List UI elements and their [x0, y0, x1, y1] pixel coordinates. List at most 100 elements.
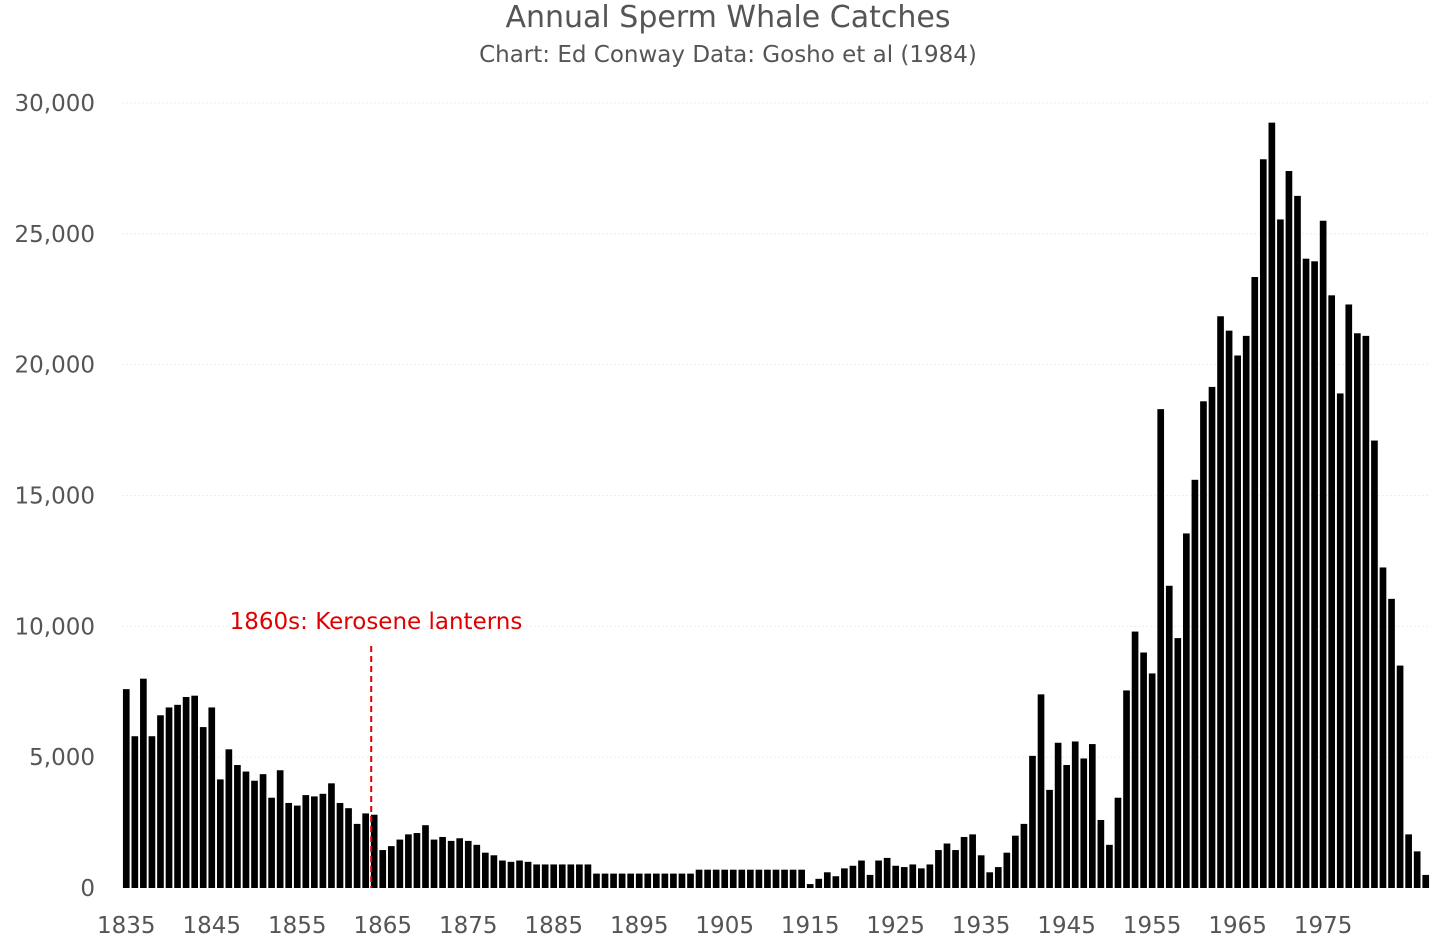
bar-1928	[918, 868, 925, 889]
y-axis: 0 5,000 10,000 15,000 20,000 25,000 30,000	[15, 91, 95, 902]
bar-1899	[670, 873, 677, 888]
x-tick-label: 1945	[1037, 913, 1096, 939]
bar-1901	[687, 873, 694, 888]
y-tick-label: 20,000	[15, 353, 95, 379]
bar-1849	[242, 771, 250, 888]
bar-1979	[1354, 333, 1361, 888]
bar-1973	[1302, 258, 1310, 888]
bar-1883	[533, 864, 540, 888]
bar-1865	[379, 850, 387, 888]
bar-1906	[729, 869, 737, 888]
bar-1943	[1046, 789, 1053, 889]
bar-1945	[1063, 765, 1070, 888]
bar-1975	[1319, 220, 1327, 888]
bar-1978	[1345, 304, 1353, 889]
bar-1967	[1251, 277, 1259, 888]
bar-1882	[524, 861, 532, 888]
bar-1933	[960, 836, 968, 888]
annotations: 1860s: Kerosene lanterns	[230, 609, 522, 888]
bar-1840	[165, 707, 173, 888]
bar-1888	[576, 864, 583, 888]
bar-1969	[1268, 122, 1276, 889]
bar-1860	[336, 802, 344, 888]
bar-1900	[678, 873, 686, 888]
bar-1930	[935, 850, 942, 888]
bar-1916	[815, 878, 823, 888]
bar-1910	[764, 869, 771, 888]
bar-1847	[225, 749, 233, 888]
bar-1884	[541, 864, 549, 888]
bar-1937	[994, 867, 1002, 888]
bar-1949	[1097, 819, 1105, 888]
bar-1986	[1413, 851, 1421, 888]
bar-1935	[977, 855, 985, 888]
bar-1984	[1396, 665, 1404, 888]
bars	[122, 122, 1430, 889]
bar-1950	[1106, 844, 1113, 888]
bar-1897	[652, 873, 660, 888]
bar-1922	[866, 874, 874, 888]
bar-1902	[695, 869, 703, 888]
bar-1983	[1388, 598, 1395, 888]
bar-1838	[148, 736, 156, 888]
bar-1951	[1114, 797, 1122, 888]
bar-1903	[704, 869, 711, 888]
x-tick-label: 1925	[866, 913, 925, 939]
bar-1845	[208, 707, 216, 888]
bar-1925	[892, 865, 900, 888]
bar-1905	[721, 869, 729, 888]
bar-1863	[362, 813, 369, 888]
bar-1947	[1080, 758, 1088, 888]
bar-1927	[909, 864, 917, 888]
x-tick-label: 1975	[1294, 913, 1353, 939]
bar-1915	[806, 884, 814, 888]
x-tick-label: 1905	[695, 913, 754, 939]
bar-1939	[1012, 835, 1019, 888]
bar-1877	[482, 852, 489, 888]
bar-1913	[789, 869, 797, 888]
bar-1964	[1225, 330, 1233, 888]
bar-1869	[413, 833, 421, 888]
bar-1976	[1328, 295, 1336, 889]
bar-1852	[268, 797, 275, 888]
bar-1942	[1037, 694, 1045, 888]
bar-1980	[1362, 335, 1370, 888]
y-tick-label: 15,000	[15, 484, 95, 510]
chart-subtitle: Chart: Ed Conway Data: Gosho et al (1984…	[479, 42, 977, 68]
bar-1919	[841, 868, 848, 889]
bar-1861	[345, 808, 352, 888]
x-tick-label: 1855	[268, 913, 327, 939]
y-tick-label: 30,000	[15, 91, 95, 117]
y-tick-label: 10,000	[15, 614, 95, 640]
x-tick-label: 1885	[524, 913, 583, 939]
bar-1909	[755, 869, 763, 888]
bar-1868	[405, 834, 412, 888]
bar-1981	[1371, 440, 1378, 888]
x-axis: 1835 1845 1855 1865 1875 1885 1895 1905 1915 1925…	[97, 913, 1352, 939]
bar-1879	[499, 860, 506, 888]
bar-1835	[122, 689, 130, 888]
bar-1874	[456, 838, 464, 888]
x-tick-label: 1875	[439, 913, 498, 939]
x-tick-label: 1955	[1123, 913, 1182, 939]
bar-1911	[772, 869, 780, 888]
bar-1972	[1294, 195, 1301, 888]
bar-1857	[311, 796, 318, 888]
bar-1914	[798, 869, 805, 888]
x-tick-label: 1935	[952, 913, 1011, 939]
bar-1954	[1140, 652, 1147, 888]
bar-1926	[900, 867, 908, 888]
bar-1907	[738, 869, 746, 888]
bar-1859	[328, 783, 335, 888]
y-tick-label: 0	[80, 876, 95, 902]
bar-1985	[1405, 834, 1412, 888]
bar-1862	[353, 823, 361, 888]
bar-1871	[430, 839, 438, 888]
bar-1842	[182, 696, 190, 888]
bar-1846	[216, 779, 224, 888]
bar-1854	[285, 802, 293, 888]
bar-1970	[1277, 219, 1284, 888]
bar-1856	[302, 795, 310, 888]
x-tick-label: 1915	[781, 913, 840, 939]
